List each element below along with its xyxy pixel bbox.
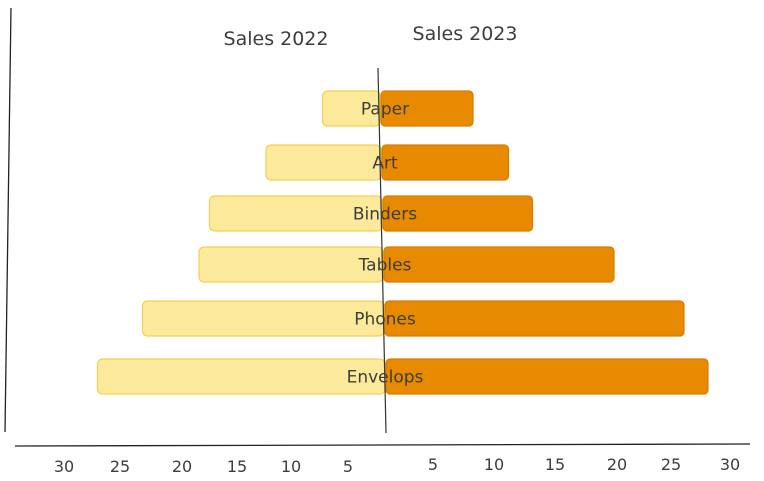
right-tick-10: 10 (484, 455, 504, 474)
left-bars (96, 90, 386, 395)
bar-2023-paper (380, 90, 474, 127)
bar-2022-tables (198, 246, 384, 283)
bar-2023-phones (384, 300, 685, 337)
category-label-envelops: Envelops (347, 368, 424, 388)
legend-sales-2023: Sales 2023 (413, 23, 518, 45)
right-tick-25: 25 (661, 455, 681, 474)
left-tick-10: 10 (281, 457, 301, 476)
category-label-tables: Tables (358, 256, 412, 276)
bar-2022-art (265, 144, 382, 181)
category-label-art: Art (372, 154, 398, 174)
right-bars (380, 90, 709, 395)
bar-2022-envelops (96, 358, 386, 395)
right-tick-20: 20 (607, 455, 627, 474)
category-label-phones: Phones (354, 310, 416, 330)
x-axis-ticks: 30 25 20 15 10 5 5 10 15 20 25 30 (54, 455, 740, 476)
left-tick-5: 5 (343, 457, 353, 476)
right-tick-30: 30 (720, 455, 740, 474)
center-divider-line (377, 67, 387, 434)
left-tick-25: 25 (110, 457, 130, 476)
category-label-paper: Paper (361, 100, 409, 120)
category-label-binders: Binders (353, 205, 417, 225)
legend-sales-2022: Sales 2022 (224, 28, 329, 50)
bar-2023-binders (382, 195, 534, 232)
left-axis-line (4, 7, 12, 433)
left-tick-30: 30 (54, 457, 74, 476)
bar-2023-art (381, 144, 510, 181)
bar-2023-tables (383, 246, 615, 283)
bar-2022-binders (208, 195, 383, 232)
right-tick-5: 5 (428, 455, 438, 474)
bar-2023-envelops (385, 358, 709, 395)
bottom-axis-line (14, 443, 751, 447)
category-labels: Paper Art Binders Tables Phones Envelops (347, 100, 424, 388)
left-tick-20: 20 (172, 457, 192, 476)
bar-2022-phones (141, 300, 385, 337)
bar-2022-paper (321, 90, 381, 127)
right-tick-15: 15 (545, 455, 565, 474)
left-tick-15: 15 (227, 457, 247, 476)
